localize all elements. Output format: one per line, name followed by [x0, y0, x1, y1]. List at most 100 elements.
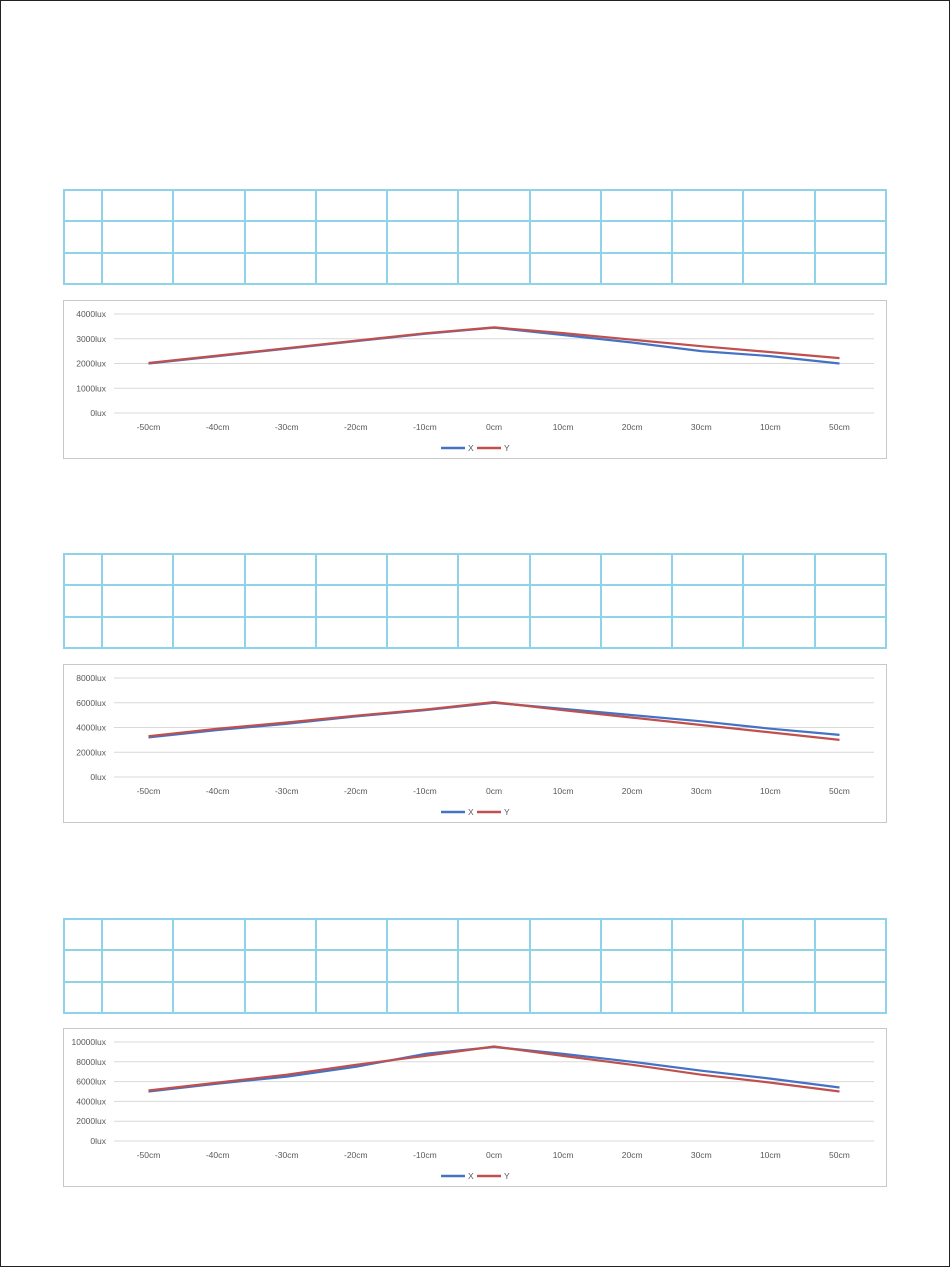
table-cell	[528, 552, 602, 587]
table-cell	[314, 251, 389, 286]
table-row	[63, 584, 888, 618]
series-line-y	[148, 326, 840, 365]
table-cell	[63, 552, 103, 587]
table-cell	[813, 584, 888, 618]
series-line-y	[148, 1045, 840, 1093]
table-cell	[100, 188, 175, 223]
table-cell	[742, 917, 816, 952]
y-tick-label: 1000lux	[76, 383, 107, 393]
x-tick-label: 10cm	[553, 1150, 574, 1160]
table-cell	[599, 251, 674, 286]
table-cell	[742, 251, 816, 286]
table-cell	[599, 220, 674, 254]
table-cell	[63, 188, 103, 223]
x-tick-label: 30cm	[691, 1150, 712, 1160]
x-tick-label: 10cm	[760, 1150, 781, 1160]
series-line-x	[148, 1045, 840, 1093]
data-table-1	[63, 188, 888, 286]
table-cell	[63, 220, 103, 254]
table-cell	[742, 552, 816, 587]
table-cell	[100, 917, 175, 952]
x-tick-label: 10cm	[760, 786, 781, 796]
table-cell	[63, 980, 103, 1015]
y-tick-label: 4000lux	[76, 723, 107, 733]
table-cell	[742, 584, 816, 618]
table-cell	[386, 188, 460, 223]
line-chart-2-svg: 0lux 2000lux 4000lux 6000lux 8000lux -50cm -40…	[76, 673, 874, 817]
data-table-3	[63, 917, 888, 1015]
table-cell	[671, 615, 745, 650]
series-line-x	[148, 701, 840, 739]
x-tick-label: 50cm	[829, 786, 850, 796]
table-cell	[243, 552, 317, 587]
table-cell	[813, 980, 888, 1015]
x-tick-label: 10cm	[760, 422, 781, 432]
table-cell	[314, 917, 389, 952]
x-tick-label: 10cm	[553, 786, 574, 796]
x-tick-label: -10cm	[413, 786, 437, 796]
table-cell	[100, 615, 175, 650]
table-cell	[63, 251, 103, 286]
table-cell	[742, 949, 816, 983]
table-cell	[813, 949, 888, 983]
x-tick-label: -10cm	[413, 422, 437, 432]
x-tick-label: 0cm	[486, 786, 502, 796]
table-cell	[243, 917, 317, 952]
legend-label-y: Y	[504, 1171, 510, 1181]
table-cell	[813, 251, 888, 286]
x-tick-label: 50cm	[829, 422, 850, 432]
x-tick-label: -20cm	[344, 1150, 368, 1160]
table-cell	[386, 220, 460, 254]
table-row	[63, 917, 888, 952]
x-tick-label: 0cm	[486, 1150, 502, 1160]
x-tick-label: 20cm	[622, 1150, 643, 1160]
series-line-y	[148, 700, 840, 741]
table-cell	[63, 615, 103, 650]
table-cell	[457, 220, 531, 254]
x-tick-label: -40cm	[206, 1150, 230, 1160]
x-tick-label: 30cm	[691, 422, 712, 432]
line-chart-3-svg: 0lux 2000lux 4000lux 6000lux 8000lux 10000lux…	[71, 1037, 874, 1181]
table-cell	[813, 220, 888, 254]
table-cell	[671, 949, 745, 983]
table-cell	[386, 251, 460, 286]
y-tick-label: 4000lux	[76, 1096, 107, 1106]
table-cell	[172, 584, 246, 618]
table-cell	[243, 980, 317, 1015]
table-cell	[599, 949, 674, 983]
table-cell	[457, 949, 531, 983]
legend-label-x: X	[468, 807, 474, 817]
table-cell	[671, 188, 745, 223]
table-cell	[457, 584, 531, 618]
table-cell	[172, 917, 246, 952]
table-cell	[63, 949, 103, 983]
table-row	[63, 220, 888, 254]
table-cell	[528, 251, 602, 286]
table-cell	[813, 188, 888, 223]
table-cell	[528, 584, 602, 618]
line-chart-1: 0lux 1000lux 2000lux 3000lux 4000lux -50cm -40…	[63, 300, 887, 459]
y-tick-label: 2000lux	[76, 359, 107, 369]
table-cell	[100, 552, 175, 587]
x-tick-label: 10cm	[553, 422, 574, 432]
table-row	[63, 188, 888, 223]
table-cell	[813, 552, 888, 587]
x-tick-label: -50cm	[137, 422, 161, 432]
table-cell	[528, 615, 602, 650]
y-tick-label: 0lux	[90, 408, 106, 418]
table-cell	[386, 552, 460, 587]
table-cell	[528, 220, 602, 254]
table-cell	[314, 552, 389, 587]
table-cell	[742, 615, 816, 650]
table-row	[63, 251, 888, 286]
table-cell	[671, 552, 745, 587]
table-cell	[314, 980, 389, 1015]
table-cell	[172, 980, 246, 1015]
y-tick-label: 0lux	[90, 772, 106, 782]
table-cell	[100, 251, 175, 286]
table-cell	[599, 980, 674, 1015]
table-cell	[243, 615, 317, 650]
table-cell	[599, 917, 674, 952]
table-cell	[386, 917, 460, 952]
x-tick-label: -30cm	[275, 1150, 299, 1160]
